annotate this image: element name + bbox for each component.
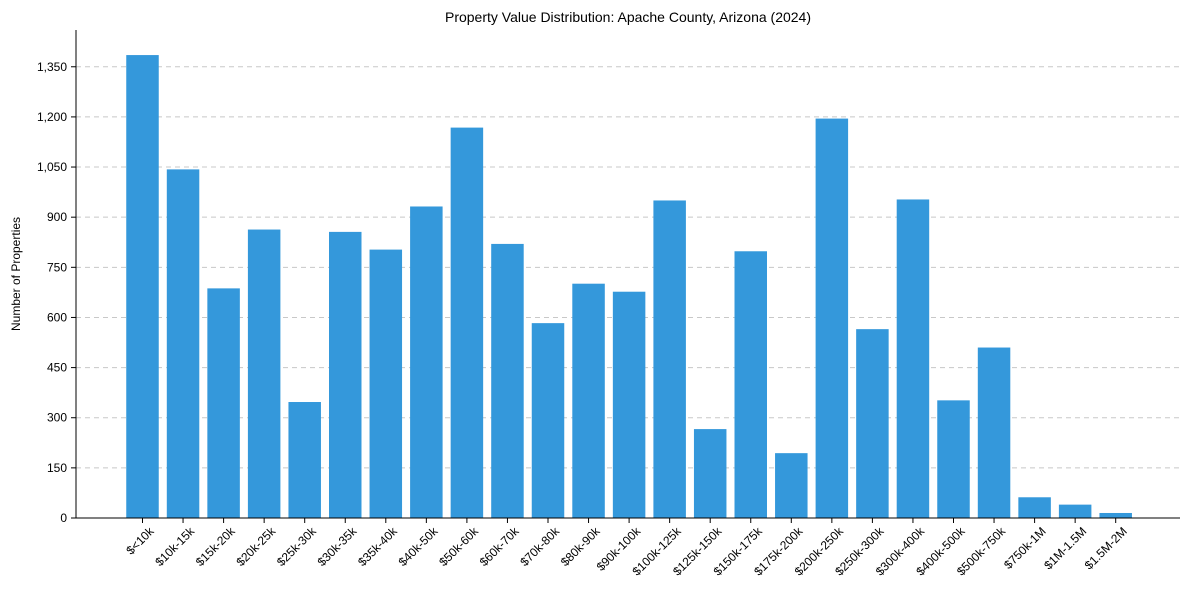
y-tick-label: 1,050 [37,160,67,174]
x-tick-label: $40k-50k [396,524,442,570]
x-tick-label: $60k-70k [477,524,523,570]
x-tick-label: $70k-80k [517,524,563,570]
bar [288,402,321,518]
x-tick-label: $750k-1M [1001,524,1049,572]
x-tick-label: $25k-30k [274,524,320,570]
bar [450,127,484,518]
axes [75,30,1180,519]
y-tick-label: 750 [47,260,67,274]
bar [1099,512,1132,518]
bar [734,251,767,518]
bar [1058,504,1092,518]
bar [653,200,686,518]
y-tick-label: 1,200 [37,110,67,124]
y-tick-label: 300 [47,411,67,425]
bar [1018,497,1051,518]
x-tick-label: $15k-20k [193,524,239,570]
chart-title: Property Value Distribution: Apache Coun… [445,9,811,25]
bar [815,118,849,518]
y-tick-label: 1,350 [37,60,67,74]
bar [937,400,970,518]
bar [126,55,159,519]
x-tick-label: $1M-1.5M [1041,524,1089,572]
y-axis-title: Number of Properties [9,217,23,331]
x-axis-ticks: $<10k$10k-15k$15k-20k$20k-25k$25k-30k$30… [123,518,1130,578]
x-tick-label: $1.5M-2M [1082,524,1130,572]
bar [329,231,362,518]
bar [410,206,443,519]
x-tick-label: $30k-35k [315,524,361,570]
y-tick-label: 0 [60,511,67,525]
bar [856,329,889,518]
bar [977,347,1011,518]
bar [612,291,646,518]
x-tick-label: $50k-60k [436,524,482,570]
y-axis-ticks: 0 150 300 450 600 750 900 1,050 1,200 1,350 [37,60,76,525]
bar [166,169,200,518]
y-tick-label: 150 [47,461,67,475]
bar [572,283,605,518]
y-tick-label: 450 [47,361,67,375]
bar [693,429,727,518]
x-tick-label: $20k-25k [233,524,279,570]
bar [207,288,240,518]
x-tick-label: $35k-40k [355,524,401,570]
bar [531,323,565,518]
bar [491,243,524,519]
x-tick-label: $10k-15k [152,524,198,570]
bar [369,249,403,518]
bar [896,199,930,518]
y-tick-label: 900 [47,210,67,224]
bar [247,229,281,518]
bars [126,55,1132,519]
y-tick-label: 600 [47,310,67,324]
bar [775,453,808,518]
x-tick-label: $<10k [123,524,157,558]
